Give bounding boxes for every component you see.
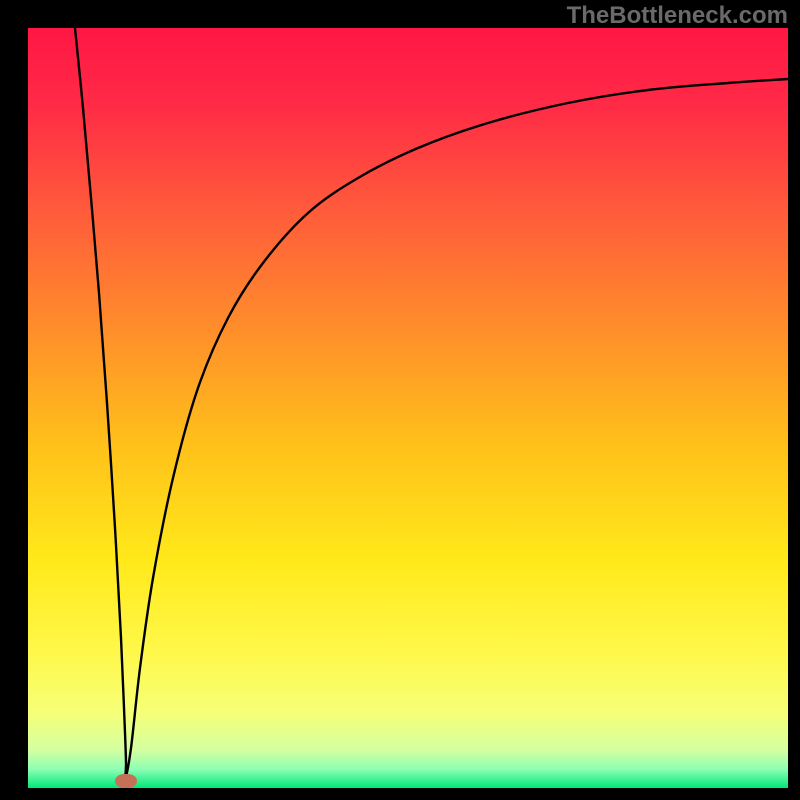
curve-svg [28, 28, 788, 788]
watermark-text: TheBottleneck.com [567, 2, 788, 30]
bottleneck-curve [75, 28, 788, 780]
chart-container: TheBottleneck.com [0, 0, 800, 800]
plot-area [28, 28, 788, 788]
minimum-marker [115, 774, 137, 788]
